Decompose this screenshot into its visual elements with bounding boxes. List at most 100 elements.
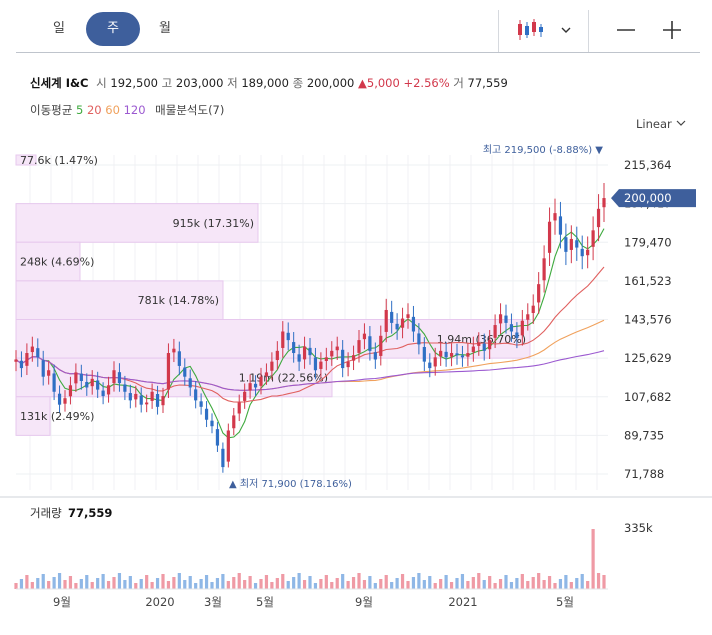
annotations: 최고 219,500 (-8.88%) ▼ ▲ 최저 71,900 (178.16… [229,144,603,490]
volume-bar [433,583,437,589]
volume-bar [90,582,94,589]
candle-body [106,385,111,395]
candle-body [292,342,296,354]
candle-body [400,318,405,328]
change-value: ▲5,000 [358,76,400,90]
candle-body [150,391,154,401]
volume-bar [57,573,62,589]
high-annotation: 최고 219,500 (-8.88%) ▼ [483,144,603,156]
y-tick-label: 143,576 [624,313,672,327]
candle-body [477,342,481,346]
tab-week[interactable]: 주 [86,12,140,46]
zoom-out-icon[interactable] [608,16,644,44]
volume-bar [63,580,67,589]
chevron-down-icon[interactable] [554,16,578,44]
candle-body [346,361,350,368]
candle-body [264,372,269,377]
volume-bar [161,574,165,589]
volume-bar [172,577,176,589]
volume-bar [400,574,405,589]
tab-day[interactable]: 일 [53,21,65,36]
candle-body [498,314,503,324]
candle-body [308,347,312,356]
ma20-label[interactable]: 20 [86,103,102,117]
volume-bar [466,581,470,589]
candle-body [36,348,40,358]
scale-selector[interactable]: Linear [636,117,687,131]
volume-bar [384,575,388,589]
candle-body [243,391,247,401]
ma120-label[interactable]: 120 [123,103,146,117]
volume-bar [150,582,154,589]
profile-bar [15,280,224,320]
volume-label: 거래량 [30,506,62,520]
volume-bar [188,576,192,589]
candle-body [313,357,318,371]
candle-body [351,355,356,361]
candle-body [547,221,552,253]
candle-body [270,361,274,371]
candle-body [96,380,100,390]
candle-body [215,429,220,446]
candle-body [204,408,209,420]
y-tick-label: 89,735 [624,428,664,442]
volume-bar [36,578,40,589]
volume-bar [449,582,454,589]
volume-bar [106,581,111,589]
volume-bar [379,579,383,589]
zoom-in-icon[interactable] [654,16,690,44]
candle-body [259,376,263,386]
volume-bar [47,581,51,589]
volume-bar [30,582,34,589]
y-tick-label: 125,629 [624,351,672,365]
y-tick-label: 71,788 [624,467,664,481]
tab-month[interactable]: 월 [159,21,171,36]
volume-bar [504,575,508,589]
profile-label: 915k (17.31%) [173,217,254,230]
volume-bar [482,580,486,589]
volume-bar [488,576,492,589]
volume-bar [493,583,497,589]
candle-body [580,248,584,257]
ma5-label[interactable]: 5 [75,103,84,117]
candle-body [25,353,29,366]
volume-bar [477,573,481,589]
candle-body [281,331,285,348]
volume-bar [346,581,350,589]
candle-body [112,370,116,384]
candle-body [596,208,601,228]
volume-bar [199,579,203,589]
y-tick-label: 179,470 [624,235,672,249]
volume-bar [74,583,78,589]
candle-body [341,349,345,369]
profile-label[interactable]: 매물분석도(7) [155,103,225,117]
volume-bar [471,577,475,589]
candle-body [302,346,307,360]
candlestick-icon[interactable] [512,16,548,44]
chevron-down-icon [676,120,686,126]
volume-bar [569,582,573,589]
candle-body [226,430,230,462]
volume-value: 77,559 [467,76,508,90]
candle-body [14,359,18,362]
candle-body [221,448,225,468]
candle-body [335,346,339,351]
ma60-label[interactable]: 60 [105,103,120,117]
volume-bar [575,578,579,589]
candle-body [232,415,236,429]
candle-body [248,383,252,391]
candle-body [591,230,595,247]
period-tabs: 일 주 월 [16,10,700,53]
candle-body [466,353,470,357]
candle-body [411,316,416,332]
profile-bar [15,154,37,166]
volume-bar [542,580,546,589]
volume-bar [177,573,181,589]
candle-body [79,373,83,382]
volume-bar [319,579,323,589]
profile-label: 248k (4.69%) [20,256,94,269]
candle-body [602,198,606,208]
volume-bar [14,583,18,589]
volume-bar [553,583,557,589]
